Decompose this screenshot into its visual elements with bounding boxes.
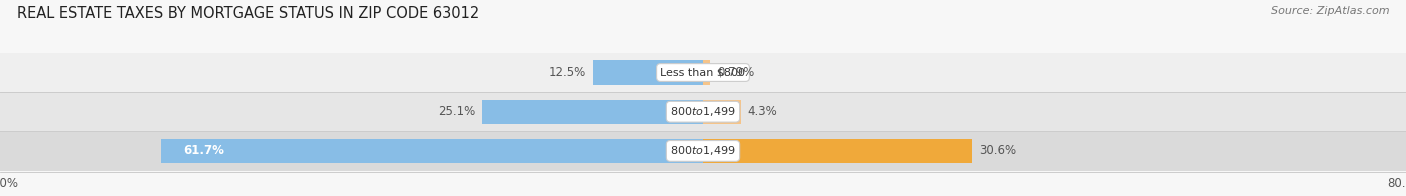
Text: 25.1%: 25.1%: [439, 105, 475, 118]
Text: 30.6%: 30.6%: [979, 144, 1017, 157]
Text: 61.7%: 61.7%: [183, 144, 224, 157]
Bar: [160, 139, 703, 163]
Bar: [703, 139, 972, 163]
Text: 0.79%: 0.79%: [717, 66, 754, 79]
Bar: [482, 100, 703, 124]
Bar: [0, 53, 1406, 92]
Bar: [0, 131, 1406, 171]
Text: Source: ZipAtlas.com: Source: ZipAtlas.com: [1271, 6, 1389, 16]
Text: Less than $800: Less than $800: [661, 67, 745, 78]
Text: 12.5%: 12.5%: [548, 66, 586, 79]
Text: REAL ESTATE TAXES BY MORTGAGE STATUS IN ZIP CODE 63012: REAL ESTATE TAXES BY MORTGAGE STATUS IN …: [17, 6, 479, 21]
Bar: [593, 60, 703, 85]
Text: $800 to $1,499: $800 to $1,499: [671, 105, 735, 118]
Bar: [703, 100, 741, 124]
Text: $800 to $1,499: $800 to $1,499: [671, 144, 735, 157]
Bar: [703, 60, 710, 85]
Text: 4.3%: 4.3%: [748, 105, 778, 118]
Bar: [0, 92, 1406, 131]
